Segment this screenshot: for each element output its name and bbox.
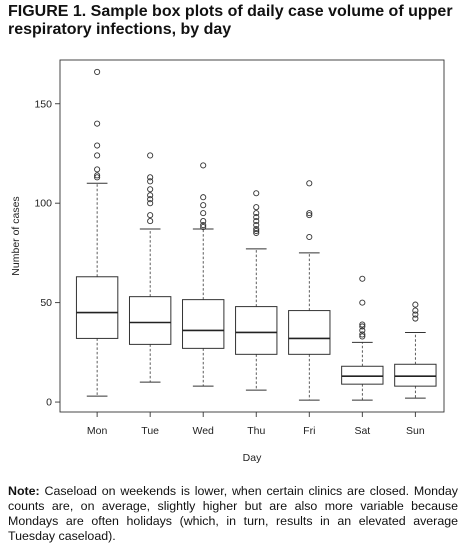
x-tick-label: Tue: [141, 425, 159, 437]
outlier-point: [147, 200, 154, 207]
x-tick-label: Thu: [247, 425, 265, 437]
outlier-point: [147, 196, 154, 203]
outlier-point: [359, 299, 366, 306]
outlier-point: [253, 229, 260, 237]
outlier-point: [412, 311, 419, 318]
outlier-point: [200, 218, 207, 225]
box-wed: [182, 162, 225, 387]
outlier-point: [253, 190, 260, 197]
outlier-point: [359, 327, 366, 334]
outlier-point: [359, 331, 366, 338]
box-iqr: [182, 299, 225, 349]
outlier-point: [200, 224, 207, 231]
outlier-point: [253, 225, 260, 233]
outlier-point: [253, 222, 260, 229]
outlier-point: [306, 210, 313, 217]
outlier-point: [94, 142, 101, 149]
box-iqr: [128, 296, 172, 345]
outlier-point: [306, 180, 313, 187]
outlier-point: [147, 218, 154, 225]
outlier-point: [253, 214, 260, 221]
plot-frame: [59, 59, 445, 413]
box-tue: [128, 152, 172, 383]
boxes: [75, 68, 437, 401]
box-thu: [235, 190, 278, 391]
figure-note: Note: Caseload on weekends is lower, whe…: [8, 484, 458, 544]
y-axis-label: Number of cases: [10, 196, 22, 275]
x-tick-label: Sat: [354, 425, 370, 437]
outlier-point: [147, 186, 154, 193]
x-axis: Mon Tue Wed Thu Fri Sat Sun: [87, 412, 425, 437]
outlier-point: [253, 210, 260, 217]
outlier-point: [94, 120, 101, 127]
box-mon: [75, 68, 119, 397]
box-iqr: [394, 363, 437, 387]
outlier-point: [253, 227, 260, 235]
outlier-point: [412, 301, 419, 308]
box-iqr: [235, 306, 278, 355]
x-tick-label: Wed: [193, 425, 215, 437]
y-tick-label: 100: [34, 198, 52, 210]
outlier-point: [200, 222, 207, 229]
outlier-point: [94, 152, 101, 159]
outlier-point: [147, 174, 154, 181]
note-text: Caseload on weekends is lower, when cert…: [8, 484, 458, 543]
outlier-point: [253, 204, 260, 211]
outlier-point: [200, 210, 207, 217]
x-tick-label: Sun: [406, 425, 425, 437]
box-iqr: [341, 365, 384, 385]
box-iqr: [75, 276, 119, 339]
outlier-point: [94, 174, 101, 181]
outlier-point: [147, 152, 154, 159]
figure-title: FIGURE 1. Sample box plots of daily case…: [8, 3, 453, 38]
outlier-point: [359, 323, 366, 330]
outlier-point: [306, 233, 313, 241]
box-fri: [288, 180, 331, 401]
plot-border: [59, 59, 445, 413]
outlier-point: [306, 212, 313, 219]
y-tick-label: 0: [46, 397, 52, 409]
outlier-point: [359, 275, 366, 282]
outlier-point: [94, 172, 101, 179]
box-plot-chart: 0 50 100 150 Mon Tue Wed Thu Fri Sat Sun Number o…: [10, 59, 445, 464]
x-axis-label: Day: [243, 452, 262, 464]
outlier-point: [412, 315, 419, 322]
outlier-point: [147, 178, 154, 185]
outlier-point: [253, 218, 260, 225]
y-axis: 0 50 100 150: [34, 98, 60, 409]
outlier-point: [147, 192, 154, 199]
y-tick-label: 150: [34, 98, 52, 110]
y-tick-label: 50: [40, 297, 52, 309]
outlier-point: [200, 202, 207, 209]
note-label: Note:: [8, 484, 40, 498]
x-tick-label: Fri: [303, 425, 315, 437]
outlier-point: [94, 68, 101, 75]
box-sat: [341, 275, 384, 401]
outlier-point: [359, 333, 366, 340]
outlier-point: [359, 321, 366, 328]
outlier-point: [94, 166, 101, 173]
outlier-point: [147, 212, 154, 219]
box-iqr: [288, 310, 331, 355]
x-tick-label: Mon: [87, 425, 108, 437]
outlier-point: [200, 194, 207, 201]
outlier-point: [200, 162, 207, 169]
box-sun: [394, 301, 437, 399]
outlier-point: [412, 307, 419, 314]
